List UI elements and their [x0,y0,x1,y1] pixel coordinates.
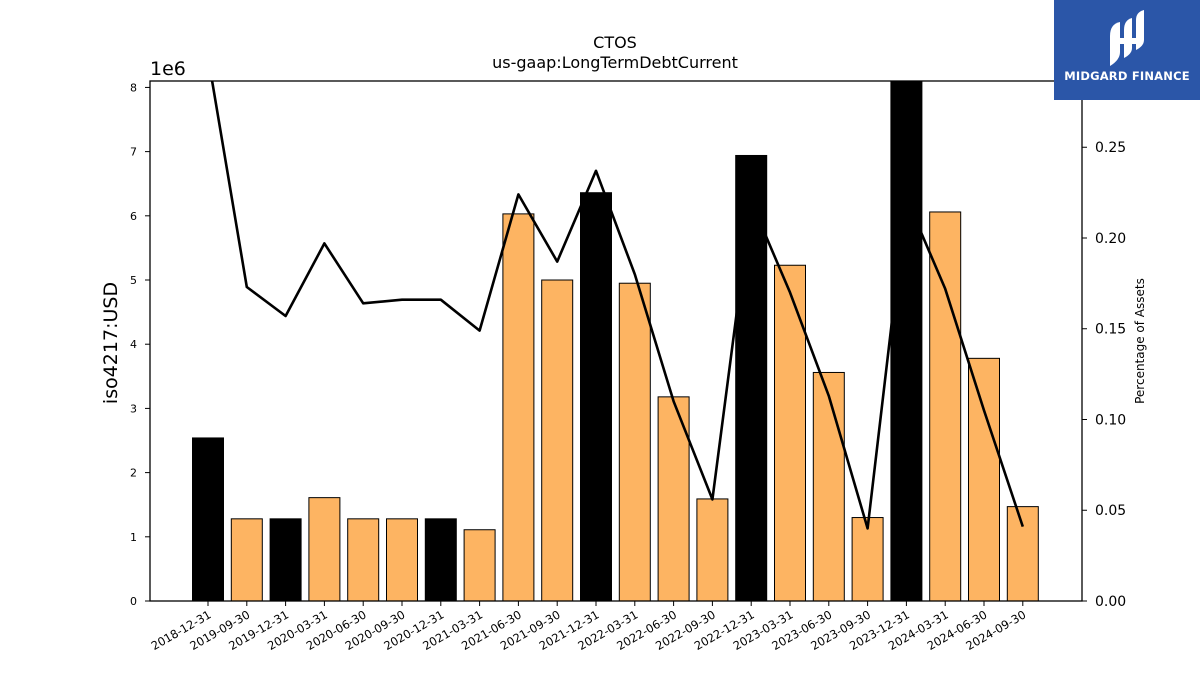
bar-2024-09-30 [1006,506,1039,602]
y-tick-label: 8 [130,81,137,94]
logo-text: MIDGARD FINANCE [1064,69,1190,83]
bar-series [192,80,1039,602]
bar-2023-06-30 [812,371,845,602]
y2-tick-label: 0.25 [1095,140,1126,156]
bar-2021-06-30 [502,213,535,602]
bar-2019-09-30 [230,518,263,602]
bar-2020-12-31 [424,518,457,602]
bar-2020-03-31 [308,497,341,602]
bar-2018-12-31 [192,437,224,602]
midgard-finance-logo: MIDGARD FINANCE [1054,0,1200,100]
bar-2021-09-30 [541,279,574,602]
bar-2022-12-31 [735,154,768,602]
bar-2023-03-31 [774,264,806,602]
y-tick-label: 2 [130,467,137,480]
plot-frame [149,80,1083,602]
bar-2022-03-31 [618,282,651,602]
y-tick-label: 3 [130,402,137,415]
chart-title: CTOS [593,33,637,52]
y2-tick-label: 0.10 [1095,412,1126,428]
bar-2020-09-30 [386,518,418,602]
pct-line-series [210,81,1025,530]
y-tick-label: 7 [130,146,137,159]
y2-axis-label: Percentage of Assets [1133,278,1147,404]
y2-tick-label: 0.15 [1095,322,1126,338]
bar-2021-03-31 [463,529,496,602]
y2-tick-label: 0.05 [1095,503,1126,519]
bar-2023-12-31 [890,80,923,602]
y-tick-label: 1 [130,531,137,544]
y-tick-label: 5 [130,274,137,287]
midgard-logo-icon [1110,10,1144,66]
pct-of-assets-line [210,81,1025,530]
y-tick-label: 0 [130,595,137,608]
y2-tick-label: 0.00 [1095,594,1126,610]
y-tick-label: 4 [130,338,137,351]
y-tick-label: 6 [130,210,137,223]
bar-2024-03-31 [929,211,962,602]
bar-2019-12-31 [269,518,302,602]
y2-tick-label: 0.20 [1095,231,1126,247]
bar-2022-09-30 [696,498,729,602]
bar-2024-06-30 [968,357,1000,602]
y-offset-label: 1e6 [150,58,186,80]
bar-2021-12-31 [580,192,612,602]
chart-subtitle: us-gaap:LongTermDebtCurrent [492,53,738,72]
y-axis-label: iso4217:USD [100,282,122,404]
bar-2023-09-30 [851,517,884,602]
bar-2020-06-30 [347,518,380,602]
